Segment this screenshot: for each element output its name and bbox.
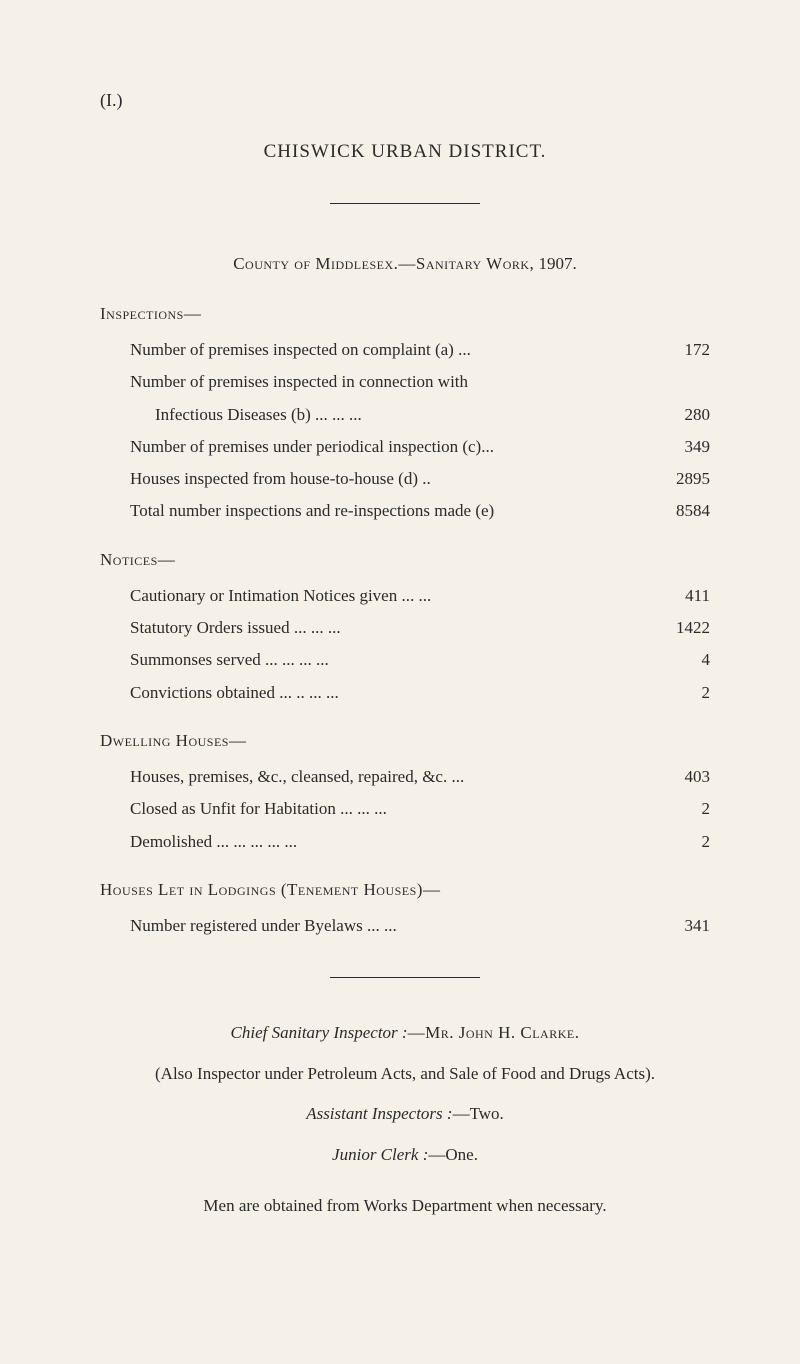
entry-value: 2895 (650, 463, 710, 495)
entry-label: Cautionary or Intimation Notices given .… (130, 580, 650, 612)
chief-inspector-name: —Mr. John H. Clarke. (408, 1023, 580, 1042)
entry-row: Number of premises under periodical insp… (100, 431, 710, 463)
heading-houses-let: Houses Let in Lodgings (Tenement Houses)… (100, 880, 710, 900)
heading-inspections: Inspections— (100, 304, 710, 324)
entry-label: Summonses served ... ... ... ... (130, 644, 650, 676)
divider-bottom (330, 977, 480, 978)
subtitle-year: 1907. (539, 254, 577, 273)
footer-also-inspector: (Also Inspector under Petroleum Acts, an… (100, 1059, 710, 1090)
section-inspections: Inspections— Number of premises inspecte… (100, 304, 710, 528)
chief-inspector-label: Chief Sanitary Inspector : (231, 1023, 408, 1042)
junior-label: Junior Clerk : (332, 1145, 428, 1164)
entry-row: Total number inspections and re-inspecti… (100, 495, 710, 527)
entry-value: 172 (650, 334, 710, 366)
entry-label: Statutory Orders issued ... ... ... (130, 612, 650, 644)
entry-value: 8584 (650, 495, 710, 527)
section-houses-let: Houses Let in Lodgings (Tenement Houses)… (100, 880, 710, 942)
entry-label: Demolished ... ... ... ... ... (130, 826, 650, 858)
divider-top (330, 203, 480, 204)
footer-assistant: Assistant Inspectors :—Two. (100, 1099, 710, 1130)
entry-label: Closed as Unfit for Habitation ... ... .… (130, 793, 650, 825)
entry-label: Houses, premises, &c., cleansed, repaire… (130, 761, 650, 793)
entry-value: 2 (650, 826, 710, 858)
entry-value: 411 (650, 580, 710, 612)
entry-label: Number registered under Byelaws ... ... (130, 910, 650, 942)
section-notices: Notices— Cautionary or Intimation Notice… (100, 550, 710, 709)
entry-label: Number of premises inspected on complain… (130, 334, 650, 366)
footer-men-obtained: Men are obtained from Works Department w… (100, 1191, 710, 1222)
entry-label: Convictions obtained ... .. ... ... (130, 677, 650, 709)
footer-junior: Junior Clerk :—One. (100, 1140, 710, 1171)
entry-value: 1422 (650, 612, 710, 644)
heading-dwelling: Dwelling Houses— (100, 731, 710, 751)
entry-row: Houses, premises, &c., cleansed, repaire… (100, 761, 710, 793)
entry-value: 2 (650, 677, 710, 709)
entry-row-continuation: Infectious Diseases (b) ... ... ... 280 (100, 399, 710, 431)
entry-label: Infectious Diseases (b) ... ... ... (155, 399, 650, 431)
entry-row: Number of premises inspected on complain… (100, 334, 710, 366)
section-dwelling: Dwelling Houses— Houses, premises, &c., … (100, 731, 710, 858)
entry-row: Closed as Unfit for Habitation ... ... .… (100, 793, 710, 825)
page-number: (I.) (100, 90, 710, 111)
entry-row: Summonses served ... ... ... ... 4 (100, 644, 710, 676)
entry-row: Houses inspected from house-to-house (d)… (100, 463, 710, 495)
assistant-label: Assistant Inspectors : (306, 1104, 452, 1123)
entry-value: 403 (650, 761, 710, 793)
entry-row: Statutory Orders issued ... ... ... 1422 (100, 612, 710, 644)
entry-label: Number of premises under periodical insp… (130, 431, 650, 463)
entry-row: Demolished ... ... ... ... ... 2 (100, 826, 710, 858)
assistant-value: —Two. (453, 1104, 504, 1123)
entry-label: Houses inspected from house-to-house (d)… (130, 463, 650, 495)
entry-value: 4 (650, 644, 710, 676)
entry-row: Number of premises inspected in connecti… (100, 366, 710, 398)
subtitle: County of Middlesex.—Sanitary Work, 1907… (100, 254, 710, 274)
entry-row: Cautionary or Intimation Notices given .… (100, 580, 710, 612)
footer: Chief Sanitary Inspector :—Mr. John H. C… (100, 1018, 710, 1221)
entry-label: Total number inspections and re-inspecti… (130, 495, 650, 527)
footer-chief-inspector: Chief Sanitary Inspector :—Mr. John H. C… (100, 1018, 710, 1049)
entry-row: Number registered under Byelaws ... ... … (100, 910, 710, 942)
junior-value: —One. (428, 1145, 478, 1164)
document-title: CHISWICK URBAN DISTRICT. (100, 141, 710, 163)
heading-notices: Notices— (100, 550, 710, 570)
entry-value: 2 (650, 793, 710, 825)
entry-label: Number of premises inspected in connecti… (130, 366, 650, 398)
subtitle-prefix: County of Middlesex.—Sanitary Work, (233, 254, 534, 273)
entry-value: 341 (650, 910, 710, 942)
entry-value: 280 (650, 399, 710, 431)
entry-row: Convictions obtained ... .. ... ... 2 (100, 677, 710, 709)
entry-value: 349 (650, 431, 710, 463)
